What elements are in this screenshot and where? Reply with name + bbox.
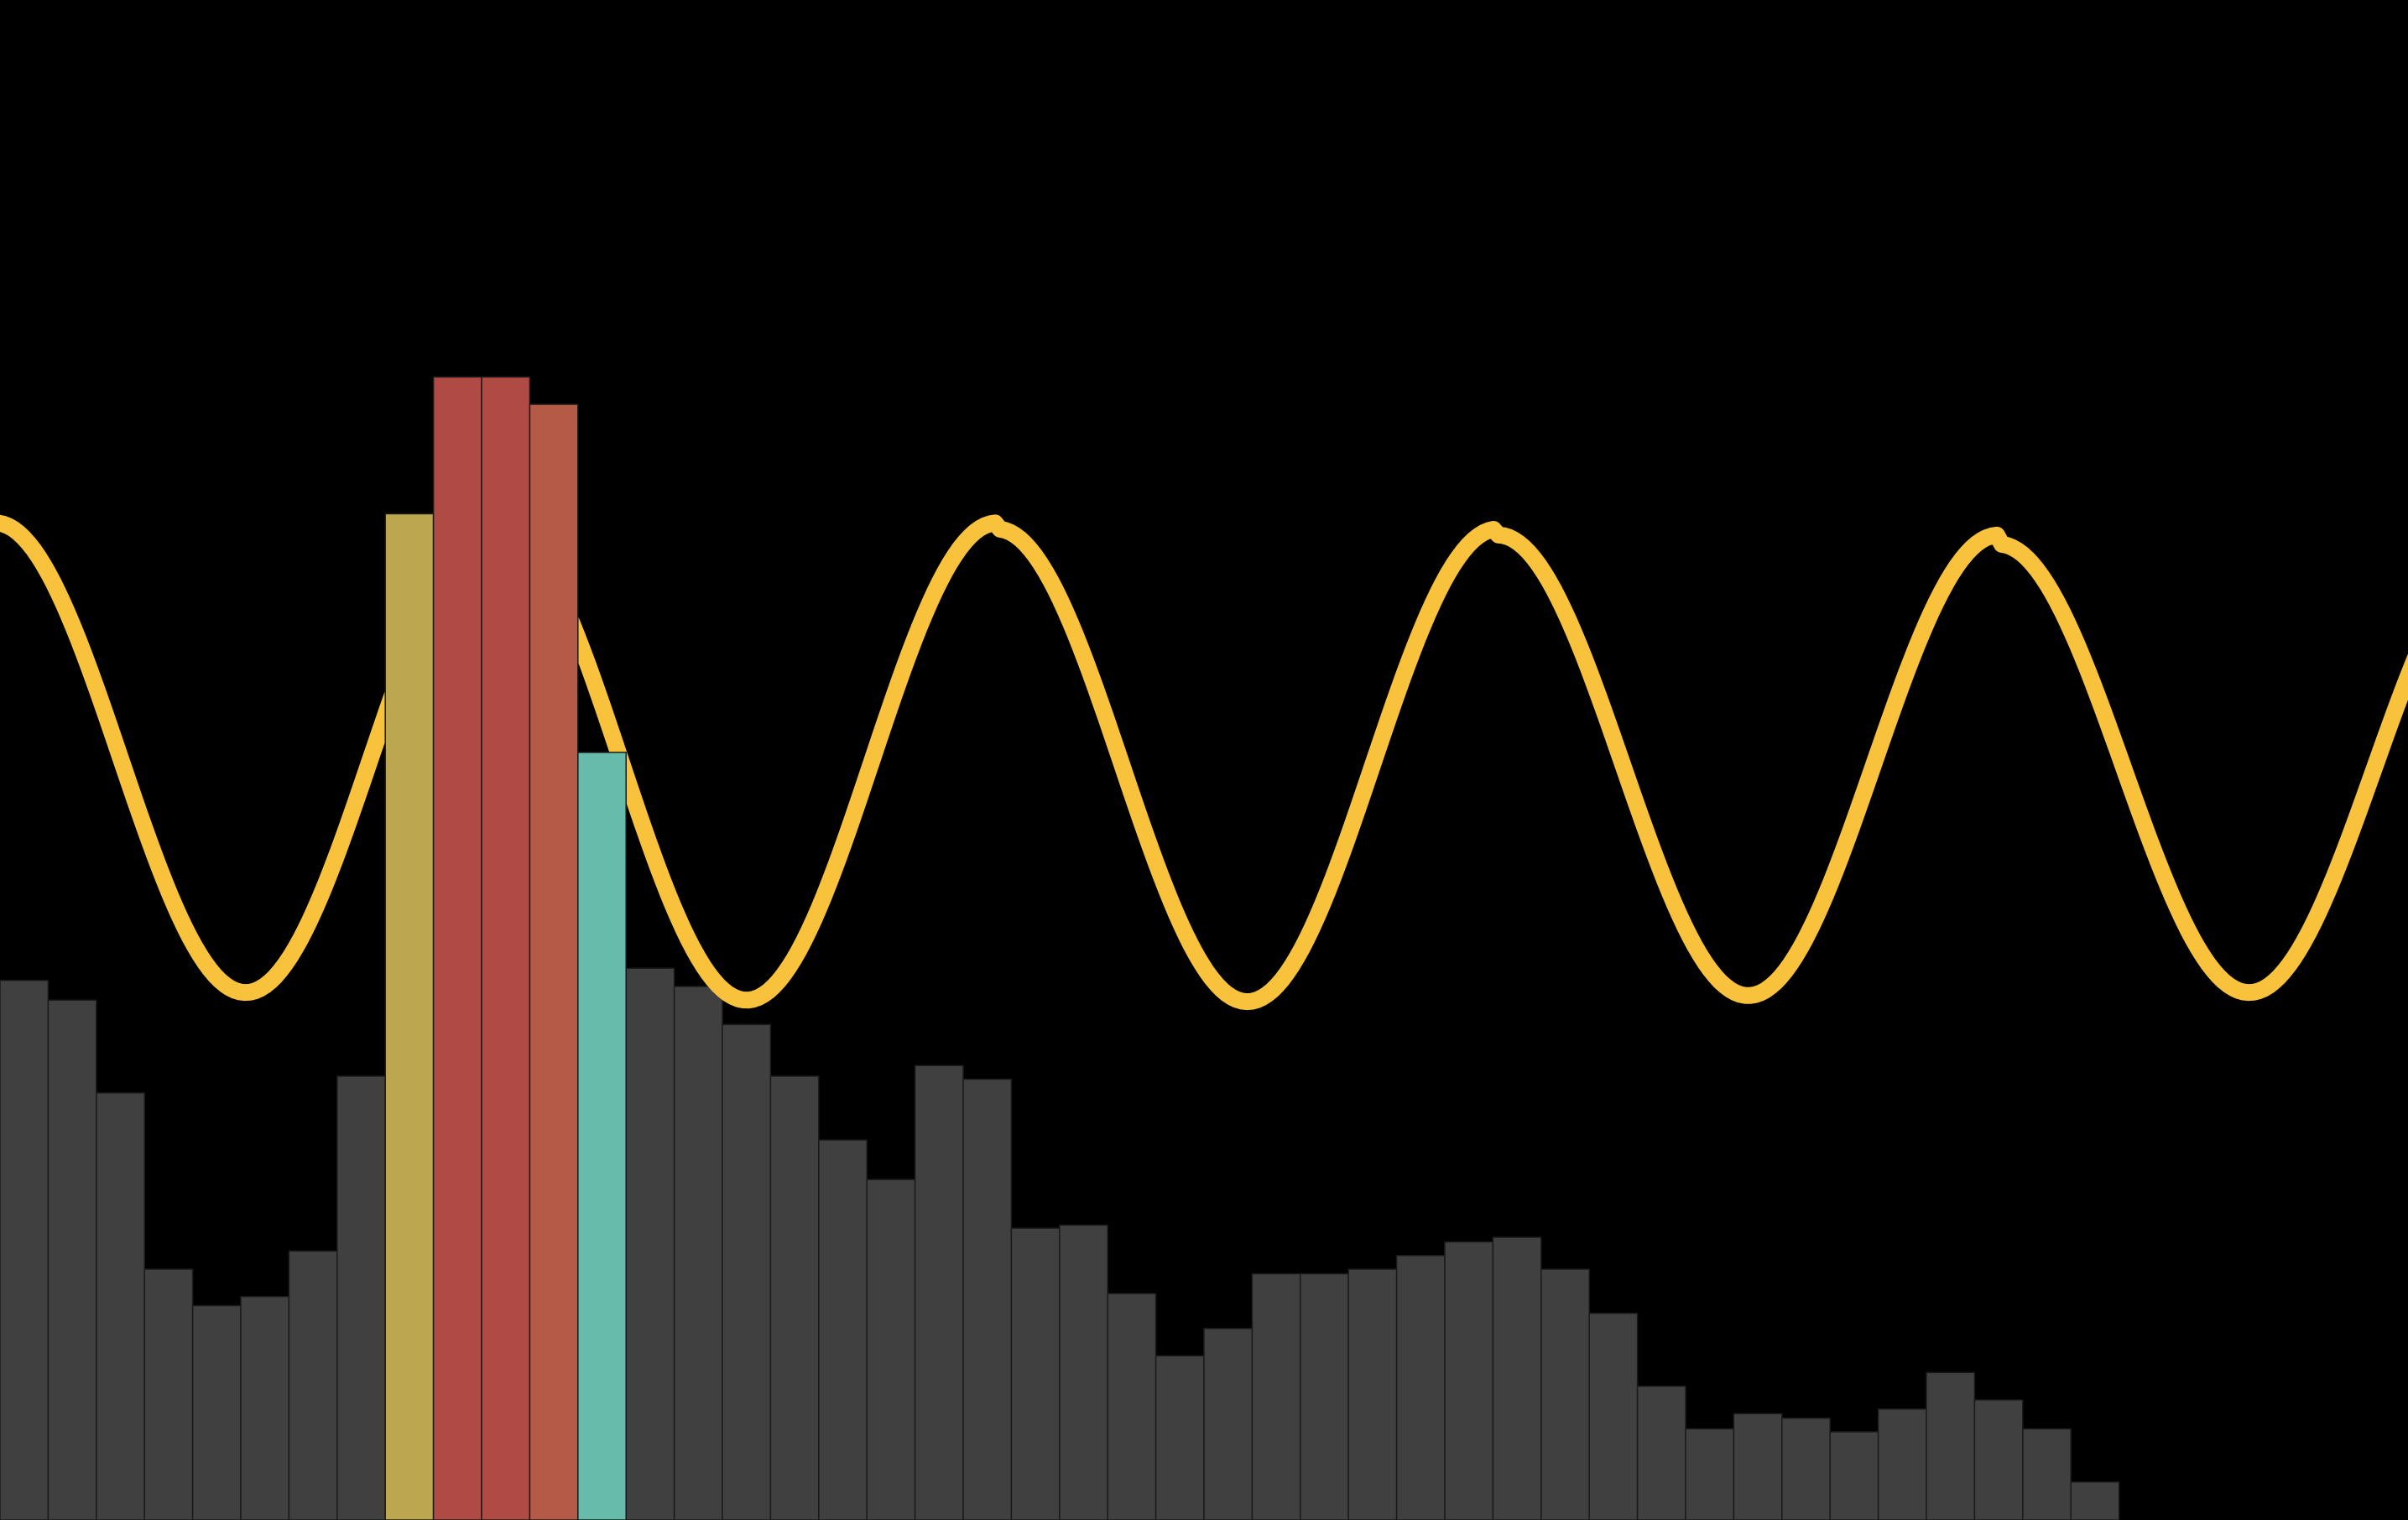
bar-7 (336, 1075, 386, 1520)
bar-26 (1251, 1273, 1301, 1520)
bar-40 (1926, 1372, 1976, 1520)
bar-13 (625, 967, 675, 1520)
bar-16 (769, 1075, 820, 1520)
highlight-bar-top-9 (432, 376, 482, 1520)
bar-23 (1107, 1293, 1157, 1520)
bar-38 (1829, 1431, 1879, 1520)
bar-19 (914, 1065, 964, 1520)
bar-5 (240, 1295, 290, 1520)
highlight-bar-top-12 (577, 752, 627, 1520)
bar-36 (1733, 1413, 1783, 1520)
bar-41 (1973, 1399, 2024, 1520)
bar-34 (1636, 1385, 1686, 1520)
bar-37 (1781, 1417, 1831, 1520)
bar-17 (818, 1139, 868, 1520)
bar-0 (0, 979, 50, 1520)
highlight-bar-top-8 (384, 513, 435, 1520)
highlight-bar-top-10 (481, 376, 531, 1520)
bar-32 (1540, 1268, 1590, 1520)
bar-3 (143, 1268, 194, 1520)
bar-6 (288, 1250, 338, 1520)
bar-4 (191, 1304, 242, 1520)
bar-21 (1010, 1227, 1061, 1520)
bar-25 (1203, 1327, 1254, 1520)
bar-28 (1347, 1268, 1398, 1520)
highlight-bar-top-11 (529, 403, 579, 1520)
bar-24 (1154, 1355, 1205, 1520)
bar-27 (1300, 1273, 1349, 1520)
bar-20 (962, 1078, 1013, 1520)
bar-42 (2022, 1428, 2072, 1520)
bar-15 (722, 1023, 772, 1520)
bar-31 (1492, 1236, 1542, 1520)
bar-39 (1877, 1408, 1927, 1520)
bar-14 (673, 986, 723, 1520)
bar-43 (2070, 1481, 2120, 1520)
bar-30 (1444, 1241, 1494, 1520)
bar-33 (1588, 1312, 1639, 1520)
bar-2 (96, 1092, 145, 1520)
bar-35 (1685, 1428, 1735, 1520)
bar-29 (1395, 1254, 1446, 1520)
sine-line (0, 514, 2408, 1011)
line-layer (0, 514, 2408, 1011)
bar-22 (1059, 1224, 1108, 1520)
bar-18 (866, 1179, 916, 1520)
bar-1 (47, 999, 97, 1520)
highlight-bars-layer (384, 376, 627, 1520)
